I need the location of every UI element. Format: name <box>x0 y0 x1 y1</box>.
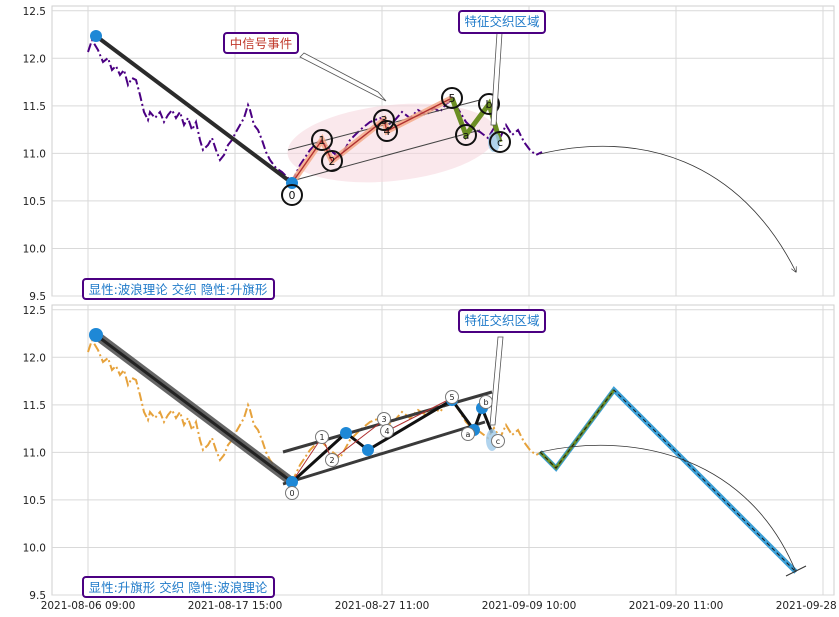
wave-circle-a <box>455 124 477 146</box>
signal-label: 中信号事件 <box>230 36 293 51</box>
bottom-wave-circle-4 <box>380 424 394 438</box>
flag-point-2 <box>362 444 374 456</box>
flag-lower <box>282 420 486 486</box>
bottom-wave-circle-1 <box>315 430 329 444</box>
x-tick-label: 2021-08-06 09:00 <box>41 600 136 612</box>
signal-arrow <box>299 52 387 102</box>
wave-circle-5 <box>441 87 463 109</box>
interweave-region <box>287 103 497 183</box>
wave-circle-c <box>489 131 511 153</box>
bottom-wave-circle-5 <box>445 390 459 404</box>
wave-label-b: b <box>486 98 493 111</box>
wave-label-4: 4 <box>384 125 391 138</box>
bottom-wave-label-5: 5 <box>449 393 454 402</box>
projection-path-dash <box>539 389 797 573</box>
y-tick-label: 10.5 <box>23 495 46 507</box>
y-tick-label: 12.5 <box>23 6 46 18</box>
x-tick-label: 2021-09-09 10:00 <box>482 600 577 612</box>
y-tick-label: 10.5 <box>23 196 46 208</box>
wave-circle-4 <box>376 120 398 142</box>
wave-label-c: c <box>497 136 503 149</box>
y-tick-label: 11.5 <box>23 101 46 113</box>
bottom-wave-circle-a <box>461 427 475 441</box>
feature-zone-box <box>458 10 546 34</box>
wave-circle-3 <box>373 109 395 131</box>
target-tick <box>785 565 807 577</box>
bottom-projection-arc <box>539 444 797 573</box>
wave-label-2: 2 <box>329 155 336 168</box>
bottom-caption: 显性:升旗形 交织 隐性:波浪理论 <box>89 580 268 595</box>
bottom-decline-core <box>95 333 293 484</box>
bottom-wave-label-3: 3 <box>381 415 386 424</box>
bottom-wave-label-2: 2 <box>329 456 334 465</box>
top-caption: 显性:波浪理论 交织 隐性:升旗形 <box>89 282 268 297</box>
bottom-wave-label-c: c <box>496 437 500 446</box>
x-axis: 2021-08-06 09:00 2021-08-17 15:00 2021-08-… <box>41 600 839 612</box>
feature-zone-label: 特征交织区域 <box>464 14 539 29</box>
x-tick-label: 2021-08-17 15:00 <box>188 600 283 612</box>
top-decline-line <box>94 34 294 185</box>
y-tick-label: 12.0 <box>23 352 46 364</box>
wave-circle-b <box>478 93 500 115</box>
bottom-wave-circle-2 <box>325 453 339 467</box>
bottom-caption-box <box>82 576 275 598</box>
bottom-wave-label-0: 0 <box>289 489 294 498</box>
x-tick-label: 2021-09-20 11:00 <box>629 600 724 612</box>
bottom-wave-circle-0 <box>285 486 299 500</box>
wave-label-a: a <box>463 129 470 142</box>
bottom-feature-zone-label: 特征交织区域 <box>464 313 539 328</box>
y-tick-label: 10.0 <box>23 243 46 255</box>
bottom-price-series <box>87 337 293 483</box>
y-tick-label: 9.5 <box>29 291 46 303</box>
top-low-marker <box>286 177 298 189</box>
y-tick-label: 11.5 <box>23 400 46 412</box>
bottom-feature-zone-box <box>458 309 546 333</box>
top-price-series <box>87 37 293 183</box>
bottom-wave-label-1: 1 <box>319 433 324 442</box>
bottom-wave-label-a: a <box>466 430 471 439</box>
signal-box <box>223 32 299 54</box>
bottom-wave-labels: 0 1 2 3 4 5 a b c <box>285 390 505 500</box>
wave-label-1: 1 <box>319 134 326 147</box>
y-tick-label: 9.5 <box>29 590 46 602</box>
wave-circle-1 <box>311 129 333 151</box>
bottom-y-axis: 12.5 12.0 11.5 11.0 10.5 10.0 9.5 <box>23 305 46 602</box>
wave-circle-2 <box>321 150 343 172</box>
y-tick-label: 10.0 <box>23 542 46 554</box>
bottom-low-marker <box>286 476 298 488</box>
bottom-wave-circle-c <box>491 434 505 448</box>
top-start-marker <box>90 30 102 42</box>
bottom-feature-zone-arrow <box>489 336 504 426</box>
bottom-wave-label-b: b <box>483 398 488 407</box>
flag-point-1 <box>340 427 352 439</box>
bottom-wave-label-4: 4 <box>384 427 389 436</box>
bottom-impulse-line <box>291 397 453 483</box>
wave-label-5: 5 <box>449 92 456 105</box>
channel-lower <box>287 129 481 183</box>
wave-circle-0 <box>281 184 303 206</box>
bottom-start-marker <box>89 328 103 342</box>
y-tick-label: 11.0 <box>23 447 46 459</box>
wave-label-0: 0 <box>289 189 296 202</box>
impulse-wave-line <box>291 97 453 184</box>
y-tick-label: 12.5 <box>23 305 46 317</box>
bottom-plot-area <box>51 304 835 596</box>
bottom-panel: 12.5 12.0 11.5 11.0 10.5 10.0 9.5 2021-08-06 0… <box>23 304 839 612</box>
top-caption-box <box>82 278 275 300</box>
x-tick-label: 2021-09-28 10:00 <box>776 600 839 612</box>
top-y-axis: 12.5 12.0 11.5 11.0 10.5 10.0 9.5 <box>23 6 46 303</box>
projection-arc <box>539 145 796 272</box>
y-tick-label: 12.0 <box>23 53 46 65</box>
y-tick-label: 11.0 <box>23 148 46 160</box>
x-tick-label: 2021-08-27 11:00 <box>335 600 430 612</box>
